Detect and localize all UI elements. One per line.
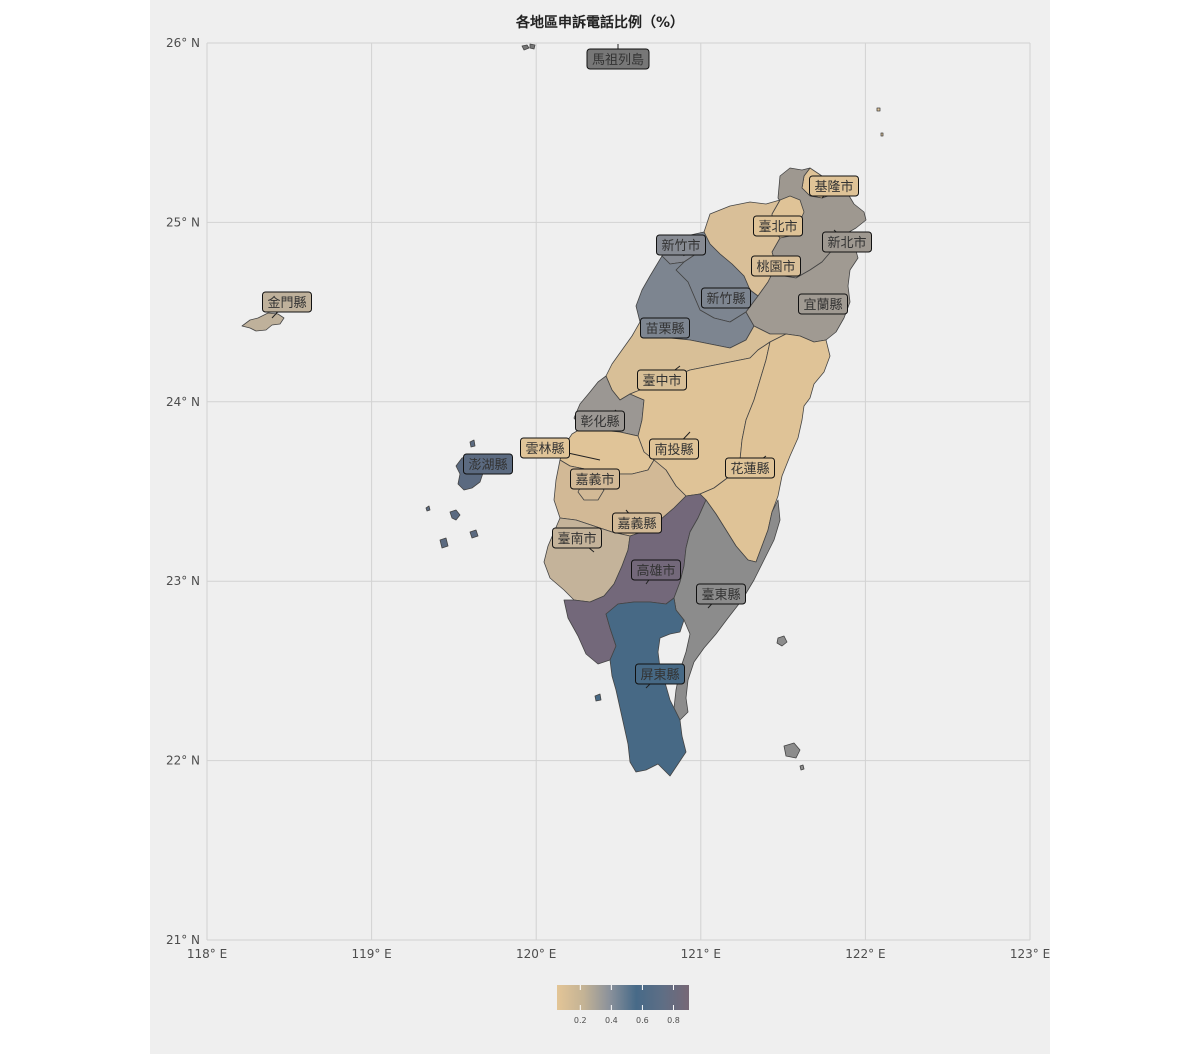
region-label-box <box>809 175 859 197</box>
region-label-box <box>520 437 570 459</box>
region-label-box <box>649 438 699 460</box>
region-label-box <box>635 663 685 685</box>
region-label-box <box>701 287 751 309</box>
region-label: 雲林縣 <box>520 437 601 461</box>
region-label: 南投縣 <box>649 431 699 460</box>
region-label-text: 金門縣 <box>267 295 306 311</box>
region-label-box <box>640 317 690 339</box>
map-title: 各地區申訴電話比例（%） <box>515 14 684 31</box>
lat-tick-label: 23° N <box>166 574 200 588</box>
region-shape-matsu <box>521 43 536 51</box>
region-label: 花蓮縣 <box>725 455 775 479</box>
region-label-box <box>552 527 602 549</box>
region-label-box <box>575 410 625 432</box>
region-label: 新竹縣 <box>701 287 751 309</box>
lat-tick-label: 25° N <box>166 215 200 229</box>
region-label-text: 新北市 <box>827 235 866 251</box>
region-label-text: 臺北市 <box>758 219 797 235</box>
color-legend-ticks: 0.2 0.4 0.6 0.8 <box>574 985 680 1025</box>
lon-tick-label: 121° E <box>681 947 721 961</box>
region-label-box <box>463 453 513 475</box>
region-label: 臺北市 <box>753 215 803 237</box>
region-label: 宜蘭縣 <box>798 293 848 315</box>
region-label-text: 臺東縣 <box>701 587 740 603</box>
region-label: 屏東縣 <box>635 663 685 689</box>
region-label-text: 新竹市 <box>661 238 700 254</box>
region-shape-kinmen <box>241 312 285 332</box>
region-label-box <box>612 512 662 534</box>
region-label-box <box>822 231 872 253</box>
region-label-text: 苗栗縣 <box>645 322 684 337</box>
region-label-box <box>586 48 650 70</box>
region-label-text: 高雄市 <box>636 563 675 579</box>
region-label: 新北市 <box>822 229 872 253</box>
region-label-box <box>570 468 620 490</box>
lat-tick-label: 21° N <box>166 933 200 947</box>
region-label-box <box>631 559 681 581</box>
region-label: 澎湖縣 <box>463 453 513 475</box>
lon-tick-label: 120° E <box>516 947 556 961</box>
region-label-text: 嘉義市 <box>575 472 614 488</box>
color-legend-bar <box>557 985 689 1010</box>
color-legend-tick-label: 0.2 <box>574 1016 587 1025</box>
region-label: 桃園市 <box>751 255 801 277</box>
region-label: 基隆市 <box>809 175 859 199</box>
color-legend-tick-label: 0.8 <box>667 1016 680 1025</box>
color-legend-tick-label: 0.4 <box>605 1016 618 1025</box>
region-label: 苗栗縣 <box>640 317 690 339</box>
region-label-text: 彰化縣 <box>580 414 619 430</box>
region-label-text: 馬祖列島 <box>592 53 644 68</box>
color-legend-tick-label: 0.6 <box>636 1016 649 1025</box>
region-label-box <box>656 234 706 256</box>
region-label: 臺南市 <box>552 527 602 553</box>
lon-tick-label: 118° E <box>187 947 227 961</box>
lon-tick-label: 119° E <box>351 947 391 961</box>
region-label: 嘉義縣 <box>612 509 662 534</box>
region-shape-liuqiu <box>594 693 602 702</box>
lon-tick-label: 123° E <box>1010 947 1050 961</box>
lat-tick-label: 24° N <box>166 395 200 409</box>
region-label-text: 新竹縣 <box>706 291 745 307</box>
region-label-text: 雲林縣 <box>525 442 564 457</box>
region-label: 臺中市 <box>637 365 687 391</box>
region-shape-pingtung <box>605 597 687 777</box>
region-label-text: 花蓮縣 <box>730 461 769 477</box>
lon-tick-label: 122° E <box>845 947 885 961</box>
region-shape-orchid-island <box>783 742 805 771</box>
region-label-box <box>637 369 687 391</box>
region-label-box <box>751 255 801 277</box>
region-label: 高雄市 <box>631 559 681 585</box>
region-label: 嘉義市 <box>570 468 620 490</box>
region-label-text: 臺中市 <box>642 373 681 389</box>
map-panel: 26° N 25° N 24° N 23° N 22° N 21° N 118° E 119°… <box>150 0 1050 1054</box>
region-label-text: 屏東縣 <box>640 667 679 683</box>
lat-tick-label: 26° N <box>166 36 200 50</box>
region-label-text: 桃園市 <box>756 259 795 275</box>
region-shape-penghu-islets <box>425 505 479 549</box>
lat-tick-label: 22° N <box>166 754 200 768</box>
region-label: 彰化縣 <box>575 409 625 432</box>
region-label-box <box>725 457 775 479</box>
region-label-text: 南投縣 <box>654 442 693 458</box>
color-legend: 0.2 0.4 0.6 0.8 <box>557 985 689 1025</box>
region-label-box <box>696 583 746 605</box>
region-label: 金門縣 <box>262 291 312 319</box>
region-label: 馬祖列島 <box>586 44 650 70</box>
region-label: 臺東縣 <box>696 583 746 609</box>
region-label: 新竹市 <box>656 234 706 257</box>
region-label-text: 基隆市 <box>814 179 853 195</box>
region-shape-green-island <box>776 635 788 647</box>
region-label-text: 澎湖縣 <box>468 458 507 473</box>
region-label-box <box>798 293 848 315</box>
region-shape-ne-islets <box>876 107 884 137</box>
region-label-box <box>262 291 312 313</box>
region-label-text: 宜蘭縣 <box>803 297 842 313</box>
region-label-text: 嘉義縣 <box>617 516 656 532</box>
region-label-box <box>753 215 803 237</box>
region-label-text: 臺南市 <box>557 531 596 547</box>
